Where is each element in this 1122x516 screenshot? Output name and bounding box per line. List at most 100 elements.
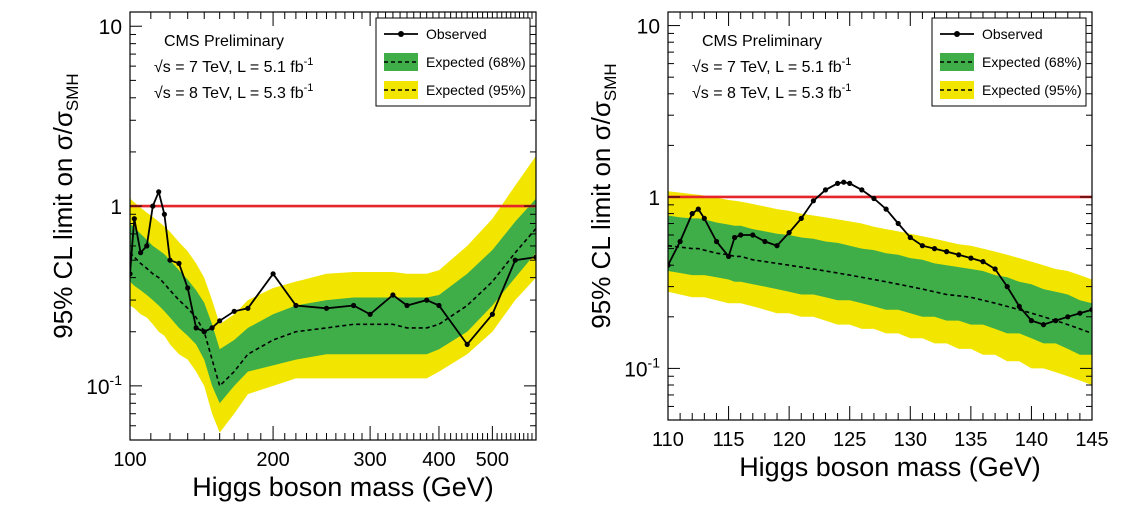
observed-point bbox=[489, 311, 495, 317]
x-tick-label: 400 bbox=[422, 449, 455, 471]
observed-point bbox=[512, 257, 518, 263]
observed-point bbox=[919, 243, 926, 249]
observed-point bbox=[738, 232, 744, 238]
observed-point bbox=[270, 271, 276, 277]
observed-point bbox=[859, 187, 865, 193]
observed-point bbox=[980, 259, 986, 265]
observed-point bbox=[533, 254, 536, 260]
plot-area bbox=[130, 155, 536, 433]
legend-observed-marker bbox=[954, 31, 960, 37]
observed-point bbox=[1089, 307, 1092, 313]
energy-lumi-label: √s = 7 TeV, L = 5.1 fb-1 bbox=[692, 56, 851, 76]
observed-point bbox=[156, 189, 162, 195]
observed-point bbox=[835, 180, 841, 186]
legend-label: Expected (68%) bbox=[982, 54, 1082, 70]
observed-point bbox=[351, 302, 357, 309]
legend: Observed Expected (68%) Expected (95%) bbox=[375, 17, 531, 107]
observed-point bbox=[750, 232, 756, 238]
observed-point bbox=[895, 220, 901, 227]
x-tick-label: 135 bbox=[954, 429, 987, 451]
observed-point bbox=[436, 302, 442, 309]
observed-point bbox=[762, 238, 768, 245]
observed-point bbox=[201, 329, 207, 335]
cms-preliminary-label: CMS Preliminary bbox=[702, 33, 822, 50]
observed-point bbox=[956, 252, 962, 258]
observed-point bbox=[217, 318, 223, 324]
x-tick-label: 140 bbox=[1015, 429, 1048, 451]
observed-point bbox=[131, 216, 137, 222]
x-tick-label: 200 bbox=[256, 449, 289, 471]
observed-point bbox=[1077, 310, 1083, 316]
observed-point bbox=[810, 198, 817, 204]
x-axis-label: Higgs boson mass (GeV) bbox=[192, 472, 494, 502]
observed-point bbox=[732, 234, 738, 241]
y-tick-label: 10 bbox=[99, 16, 122, 39]
legend-observed-marker bbox=[398, 31, 404, 37]
energy-lumi-label: √s = 8 TeV, L = 5.3 fb-1 bbox=[154, 82, 313, 102]
legend-label: Expected (95%) bbox=[426, 82, 526, 98]
observed-point bbox=[323, 305, 330, 311]
observed-point bbox=[883, 206, 889, 212]
cms-preliminary-label: CMS Preliminary bbox=[164, 33, 284, 50]
observed-point bbox=[701, 215, 707, 221]
observed-point bbox=[231, 308, 237, 314]
legend: Observed Expected (68%) Expected (95%) bbox=[931, 17, 1087, 107]
observed-point bbox=[798, 215, 804, 221]
energy-lumi-label: √s = 8 TeV, L = 5.3 fb-1 bbox=[692, 82, 851, 102]
observed-point bbox=[185, 285, 191, 291]
observed-point bbox=[130, 271, 133, 277]
observed-point bbox=[847, 180, 853, 186]
observed-point bbox=[176, 260, 182, 266]
observed-point bbox=[931, 246, 938, 252]
observed-point bbox=[390, 292, 396, 298]
observed-point bbox=[1028, 318, 1034, 324]
observed-point bbox=[822, 187, 829, 193]
x-tick-label: 120 bbox=[772, 429, 805, 451]
y-axis-label: 95% CL limit on σ/σSMH bbox=[48, 73, 82, 338]
observed-point bbox=[150, 203, 156, 209]
y-axis-label: 95% CL limit on σ/σSMH bbox=[586, 63, 620, 328]
observed-point bbox=[209, 325, 215, 331]
legend-label: Expected (68%) bbox=[426, 54, 526, 70]
x-axis-label: Higgs boson mass (GeV) bbox=[739, 452, 1041, 482]
observed-point bbox=[695, 206, 701, 212]
plot-frame bbox=[129, 11, 537, 441]
observed-point bbox=[1053, 318, 1059, 324]
observed-point bbox=[1065, 314, 1071, 320]
observed-point bbox=[424, 297, 430, 303]
observed-point bbox=[944, 249, 950, 255]
y-tick-label: 10-1 bbox=[624, 354, 660, 381]
observed-point bbox=[677, 238, 683, 245]
legend-label: Expected (95%) bbox=[982, 82, 1082, 98]
observed-point bbox=[726, 253, 732, 259]
x-tick-label: 100 bbox=[113, 449, 146, 471]
y-tick-label: 1 bbox=[648, 187, 660, 210]
plot-frame bbox=[667, 11, 1093, 421]
plot-area bbox=[668, 179, 1092, 385]
x-tick-label: 130 bbox=[894, 429, 927, 451]
legend-label: Observed bbox=[426, 26, 487, 42]
x-tick-label: 145 bbox=[1075, 429, 1108, 451]
x-tick-label: 110 bbox=[652, 429, 684, 451]
observed-point bbox=[464, 341, 470, 347]
observed-point bbox=[689, 211, 695, 217]
observed-point bbox=[367, 311, 373, 317]
x-tick-label: 300 bbox=[353, 449, 386, 471]
y-tick-label: 10 bbox=[637, 16, 660, 39]
energy-lumi-label: √s = 7 TeV, L = 5.1 fb-1 bbox=[154, 56, 313, 76]
observed-point bbox=[992, 266, 998, 272]
y-tick-label: 1 bbox=[110, 196, 122, 219]
observed-point bbox=[841, 179, 847, 185]
observed-point bbox=[193, 325, 199, 331]
observed-point bbox=[713, 238, 720, 245]
observed-point bbox=[774, 243, 780, 249]
observed-point bbox=[161, 211, 167, 217]
y-tick-label: 10-1 bbox=[86, 372, 122, 399]
observed-point bbox=[1016, 303, 1022, 309]
observed-point bbox=[167, 257, 173, 263]
observed-point bbox=[1040, 322, 1047, 328]
x-tick-label: 500 bbox=[476, 449, 509, 471]
